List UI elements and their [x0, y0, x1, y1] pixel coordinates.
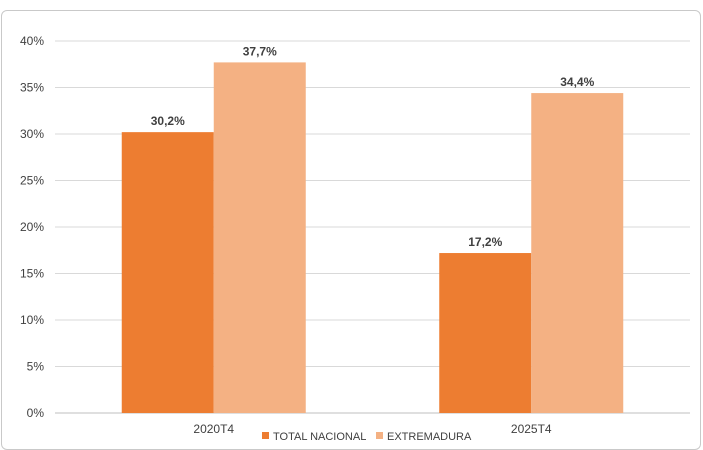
- data-label: 34,4%: [560, 75, 594, 89]
- bar: [213, 62, 306, 413]
- legend: TOTAL NACIONAL EXTREMADURA: [262, 431, 472, 443]
- data-label: 30,2%: [151, 114, 185, 128]
- x-axis-categories: 2020T4 2025T4: [193, 422, 552, 436]
- y-tick-label: 25%: [20, 174, 44, 188]
- x-category-label: 2020T4: [193, 422, 234, 436]
- y-axis-ticks: 0% 5% 10% 15% 20% 25% 30% 35% 40%: [20, 34, 44, 420]
- y-tick-label: 20%: [20, 220, 44, 234]
- y-tick-label: 0%: [27, 406, 45, 420]
- bars: [121, 62, 624, 413]
- bar: [439, 253, 532, 413]
- y-tick-label: 15%: [20, 267, 44, 281]
- y-tick-label: 10%: [20, 313, 44, 327]
- legend-label: EXTREMADURA: [387, 431, 472, 443]
- x-category-label: 2025T4: [511, 422, 552, 436]
- legend-swatch: [262, 432, 269, 439]
- bar: [531, 93, 624, 413]
- data-label: 17,2%: [468, 235, 502, 249]
- y-tick-label: 5%: [27, 360, 45, 374]
- legend-swatch: [376, 432, 383, 439]
- bar: [121, 132, 214, 413]
- y-tick-label: 40%: [20, 34, 44, 48]
- y-tick-label: 30%: [20, 127, 44, 141]
- legend-label: TOTAL NACIONAL: [273, 431, 366, 443]
- data-labels: 30,2% 37,7% 17,2% 34,4%: [151, 44, 595, 249]
- y-tick-label: 35%: [20, 81, 44, 95]
- data-label: 37,7%: [243, 44, 277, 58]
